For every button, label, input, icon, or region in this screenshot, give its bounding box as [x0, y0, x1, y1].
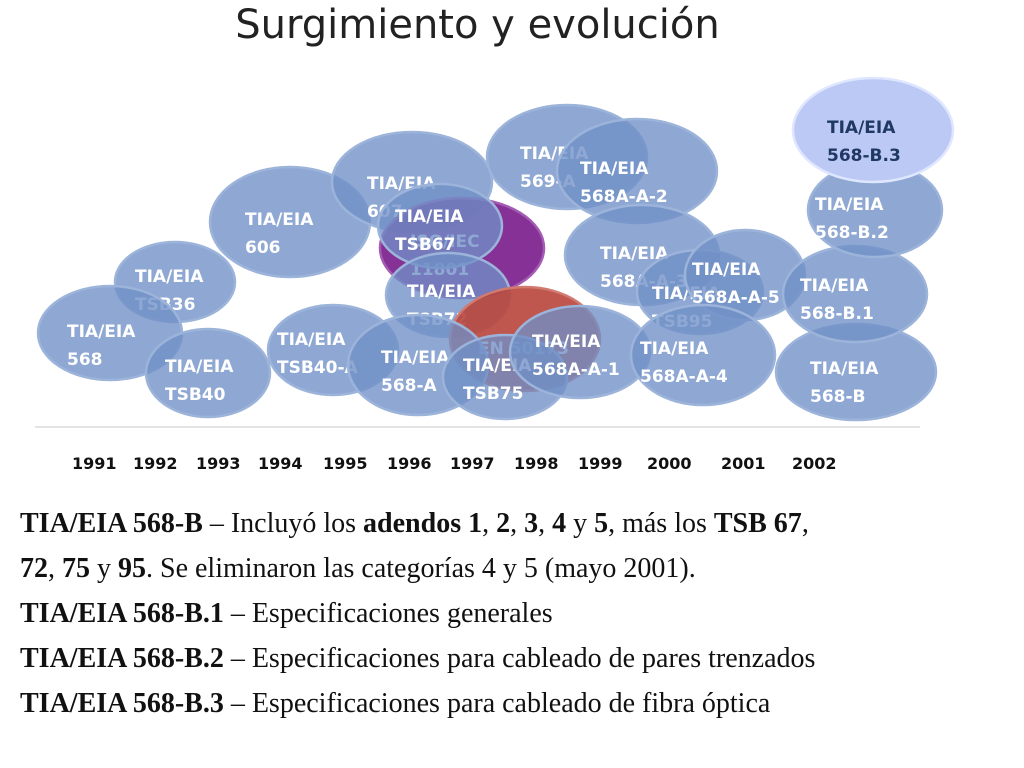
term: TIA/EIA 568-B [20, 508, 203, 539]
year-label: 2002 [792, 454, 837, 473]
bubble-label: TIA/EIA [165, 357, 234, 377]
standard-bubble-568a5: TIA/EIA 568A-A-5 [683, 228, 807, 322]
year-label: 1991 [72, 454, 117, 473]
bubble-label: TIA/EIA [580, 159, 649, 179]
bubble-label: TIA/EIA [600, 244, 669, 264]
year-label: 2001 [721, 454, 766, 473]
year-label: 1996 [387, 454, 432, 473]
bubble-label: TIA/EIA [640, 339, 709, 359]
standard-bubble-tsb40: TIA/EIA TSB40 [144, 327, 272, 419]
bubble-label: TSB40 [165, 385, 226, 405]
bubble-shape [629, 303, 777, 407]
bubble-label: TSB75 [463, 384, 523, 404]
year-label: 2000 [647, 454, 692, 473]
description-line-3: TIA/EIA 568-B.1 – Especificaciones gener… [20, 598, 553, 629]
bubble-label: TIA/EIA [67, 322, 136, 342]
standard-bubble-568b1: TIA/EIA 568-B.1 [781, 244, 929, 344]
year-label: 1997 [450, 454, 495, 473]
bubble-label: TIA/EIA [245, 210, 314, 230]
year-label: 1998 [514, 454, 559, 473]
bubble-label: 606 [245, 238, 281, 258]
standard-bubble-568a4: TIA/EIA 568A-A-4 [629, 303, 777, 407]
bubble-label: TIA/EIA [800, 276, 869, 296]
bubble-label: TIA/EIA [135, 267, 204, 287]
year-label: 1992 [133, 454, 178, 473]
bubble-label: 568-B.2 [815, 223, 889, 243]
description-line-1: TIA/EIA 568-B – Incluyó los adendos 1, 2… [20, 508, 809, 539]
bubble-label: TIA/EIA [277, 330, 346, 350]
standard-bubble-606: TIA/EIA 606 [208, 165, 372, 279]
description-line-5: TIA/EIA 568-B.3 – Especificaciones para … [20, 688, 771, 719]
bubble-label: TIA/EIA [395, 207, 464, 227]
bubble-label: 568A-A-1 [532, 360, 620, 380]
bubble-label: 568-B [810, 387, 866, 407]
bubble-label: TIA/EIA [381, 348, 450, 368]
bubble-label: 568-B.1 [800, 304, 874, 324]
description-block: TIA/EIA 568-B – Incluyó los adendos 1, 2… [20, 501, 1010, 726]
bubble-label: TIA/EIA [532, 332, 601, 352]
bubble-label: 568 [67, 350, 103, 370]
standard-bubble-568: TIA/EIA 568 [36, 284, 184, 382]
bubble-label: 568-B.3 [827, 146, 901, 166]
timeline-diagram: TIA/EIATSB36TIA/EIA568TIA/EIATSB40TIA/EI… [35, 76, 955, 473]
bubble-label: 568A-A-4 [640, 367, 728, 387]
slide-title: Surgimiento y evolución [235, 2, 720, 48]
standard-bubble-568b: TIA/EIA 568-B [774, 322, 938, 422]
year-label: 1993 [196, 454, 241, 473]
bubble-label: TIA/EIA [810, 359, 879, 379]
bubble-label: 568-A [381, 376, 438, 396]
bubble-label: 568A-A-2 [580, 187, 668, 207]
year-label: 1994 [258, 454, 303, 473]
bubble-shape [508, 304, 652, 400]
standard-bubble-568b2: TIA/EIA 568-B.2 [806, 161, 944, 259]
bubble-shape [791, 76, 955, 184]
bubble-label: TSB40-A [277, 358, 359, 378]
bubble-label: TIA/EIA [407, 282, 476, 302]
standard-bubble-568a1: TIA/EIA 568A-A-1 [508, 304, 652, 400]
description-line-2: 72, 75 y 95. Se eliminaron las categoría… [20, 553, 696, 584]
bubble-label: 568A-A-5 [692, 288, 780, 308]
standard-bubble-568b3: TIA/EIA 568-B.3 [791, 76, 955, 184]
year-label: 1995 [323, 454, 368, 473]
year-label: 1999 [578, 454, 623, 473]
description-line-4: TIA/EIA 568-B.2 – Especificaciones para … [20, 643, 816, 674]
standard-bubble-568a2: TIA/EIA 568A-A-2 [555, 117, 719, 225]
bubble-label: TIA/EIA [815, 195, 884, 215]
bubble-label: TIA/EIA [827, 118, 896, 138]
bubble-shape [144, 327, 272, 419]
bubble-label: TIA/EIA [692, 260, 761, 280]
bubble-label: TSB67 [395, 235, 455, 255]
